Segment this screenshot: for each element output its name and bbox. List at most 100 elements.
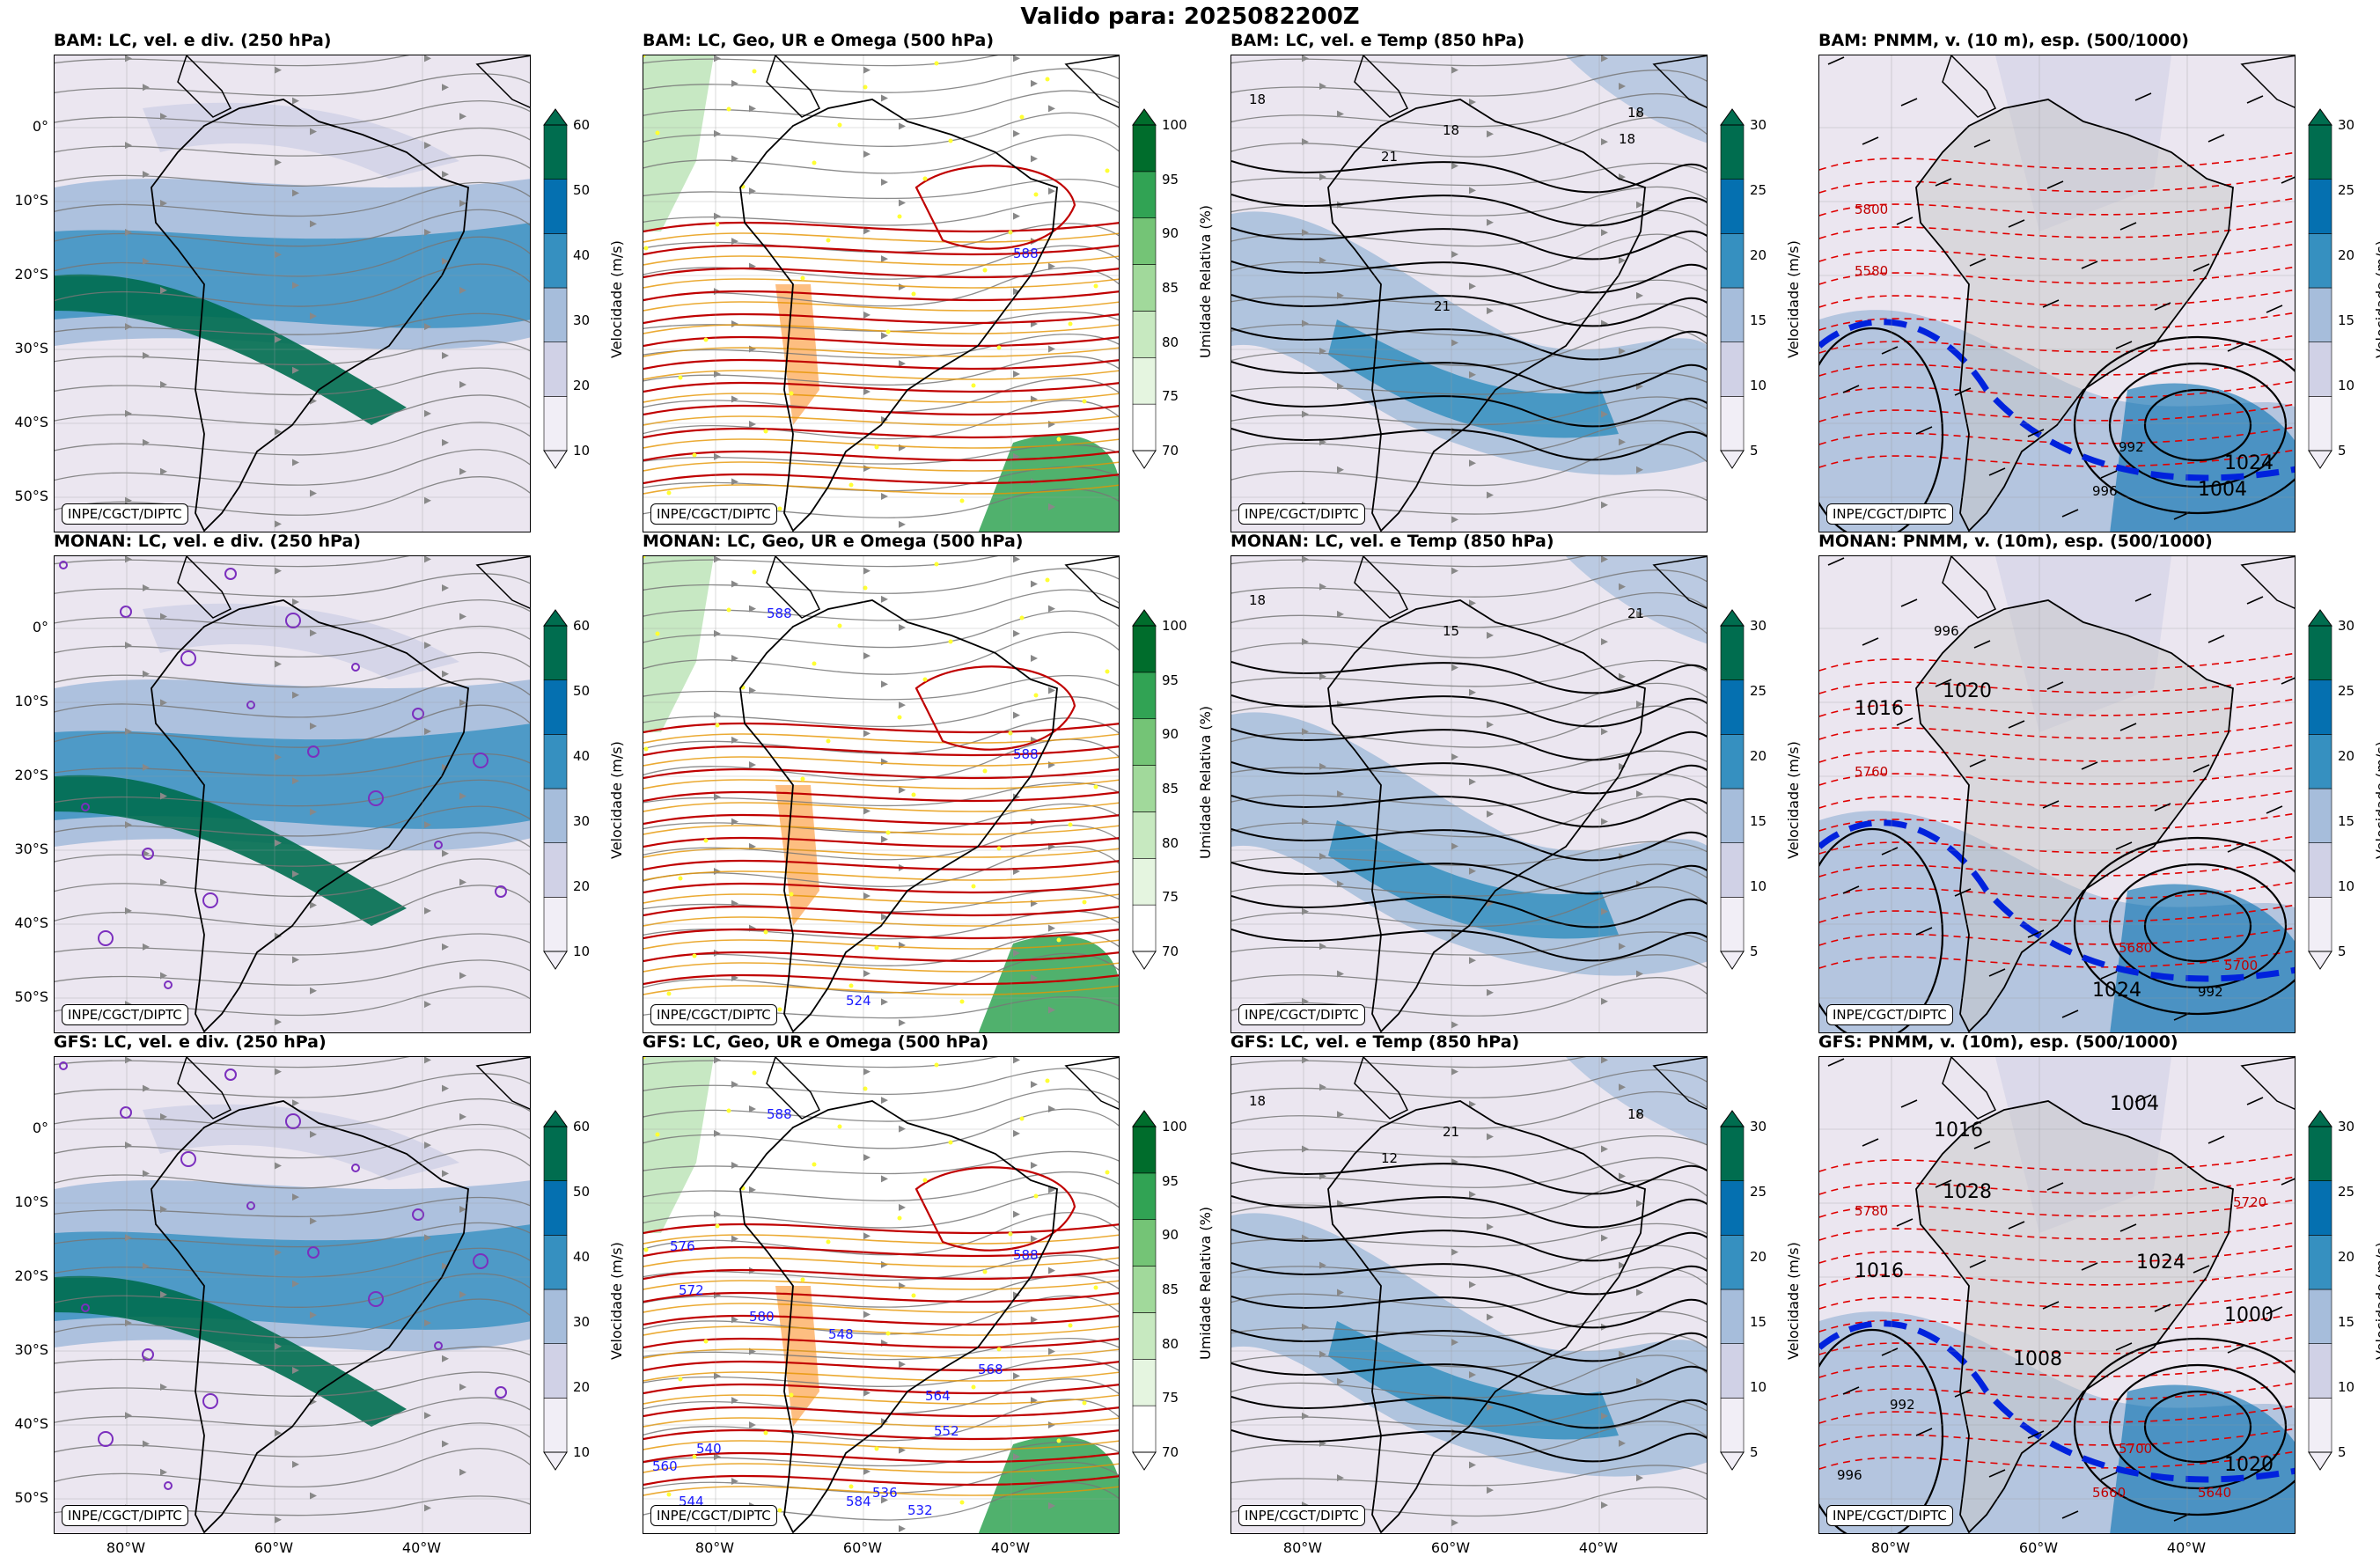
omega-point <box>666 1492 672 1497</box>
colorbar-tick-label: 15 <box>1750 1314 1767 1330</box>
omega-contour <box>643 1463 1119 1473</box>
divergence-contour <box>246 1201 255 1210</box>
geopotential-contour <box>643 1360 1119 1372</box>
streamline-arrow <box>1451 567 1458 575</box>
colorbar-tick-label: 50 <box>573 1184 591 1200</box>
colorbar-tick-label: 70 <box>1162 944 1179 959</box>
colorbar-segment <box>1132 356 1157 405</box>
omega-point <box>726 607 731 613</box>
wind-barb <box>2119 222 2137 231</box>
streamline-arrow <box>731 155 738 163</box>
streamline-arrow <box>160 467 167 475</box>
omega-point <box>1056 937 1061 943</box>
map-panel-bam-pnmm[interactable]: 5800 5580 1024 992 996 1004 INPE/CGCT/DIPTC <box>1818 55 2296 532</box>
panel-title: MONAN: LC, Geo, UR e Omega (500 hPa) <box>643 532 1024 551</box>
credit-badge: INPE/CGCT/DIPTC <box>650 1505 777 1526</box>
map-panel-gfs-pnmm[interactable]: 5780 1016 1020 5700 5660 5640 1028 1016 1024 1008… <box>1818 1056 2296 1534</box>
streamline <box>643 846 1119 887</box>
omega-point <box>812 661 817 666</box>
divergence-contour <box>246 701 255 709</box>
map-panel-monan-vel850[interactable]: 18 21 15 INPE/CGCT/DIPTC <box>1230 555 1708 1033</box>
wind-barb <box>2266 305 2283 313</box>
geopotential-contour <box>643 973 1119 986</box>
coastline-south-america <box>151 1100 469 1533</box>
geopotential-contour <box>643 427 1119 439</box>
streamline-arrow <box>1031 1316 1038 1324</box>
colorbar-tick-label: 30 <box>1750 618 1767 634</box>
colorbar-label: Velocidade (m/s) <box>2373 1242 2380 1360</box>
map-panel-monan-ur500[interactable]: 588 588 524 INPE/CGCT/DIPTC <box>643 555 1120 1033</box>
streamline-arrow <box>1013 452 1020 460</box>
omega-point <box>1068 321 1073 327</box>
map-panel-monan-vel250[interactable]: INPE/CGCT/DIPTC <box>54 555 531 1033</box>
omega-point <box>666 490 672 496</box>
colorbar-tick-label: 20 <box>573 1379 591 1395</box>
wind-barb <box>2119 1223 2137 1232</box>
streamline <box>643 717 1119 754</box>
omega-point <box>959 999 965 1004</box>
geopotential-contour <box>643 358 1119 371</box>
streamline <box>643 556 999 568</box>
lat-tick-label: 10°S <box>14 192 48 209</box>
divergence-contour <box>142 1348 154 1361</box>
contour-label: 18 <box>1443 122 1459 138</box>
streamline <box>1231 1311 1707 1338</box>
streamline-arrow <box>1319 82 1326 90</box>
contour-label: 18 <box>1627 1106 1644 1122</box>
colorbar-segment <box>1720 396 1745 452</box>
contour-label: 588 <box>767 606 792 621</box>
map-panel-monan-pnmm[interactable]: 1016 5760 5700 5680 1024 992 1020 996 INPE/CGCT/… <box>1818 555 2296 1033</box>
streamline-arrow <box>459 1468 466 1476</box>
streamline-arrow <box>310 1311 317 1319</box>
map-panel-gfs-vel250[interactable]: INPE/CGCT/DIPTC <box>54 1056 531 1534</box>
map-panel-gfs-ur500[interactable]: 588 588 584 576 572 580 568 548 540 564 552 536 532 5… <box>643 1056 1120 1534</box>
streamline-arrow <box>424 496 431 504</box>
map-panel-gfs-vel850[interactable]: 18 18 21 12 INPE/CGCT/DIPTC <box>1230 1056 1708 1534</box>
colorbar <box>1720 107 1745 474</box>
streamline-arrow <box>1619 1350 1626 1358</box>
colorbar <box>2308 608 2332 974</box>
omega-point <box>763 429 768 434</box>
colorbar-segment <box>1720 1289 1745 1344</box>
panel-title: GFS: LC, vel. e div. (250 hPa) <box>54 1032 327 1052</box>
colorbar-label: Umidade Relativa (%) <box>1197 705 1214 859</box>
colorbar <box>1720 1109 1745 1475</box>
contour-label: 18 <box>1249 92 1266 107</box>
contour-label: 18 <box>1249 592 1266 608</box>
streamline <box>55 181 530 217</box>
streamline <box>643 1088 1119 1122</box>
colorbar-segment <box>1720 734 1745 789</box>
map-panel-bam-vel850[interactable]: 18 18 18 21 21 18 INPE/CGCT/DIPTC <box>1230 55 1708 532</box>
streamline-arrow <box>275 1162 282 1170</box>
streamline <box>55 1057 410 1068</box>
omega-point <box>1105 168 1110 173</box>
geopotential-contour <box>643 473 1119 485</box>
omega-point <box>982 1269 988 1274</box>
colorbar-tick-label: 15 <box>2338 813 2355 829</box>
streamline-arrow <box>424 1234 431 1242</box>
coastline-central-america <box>1354 1057 1409 1120</box>
omega-point <box>655 631 660 636</box>
streamline-arrow <box>899 624 906 631</box>
contour-label: 1016 <box>1855 698 1904 720</box>
divergence-contour <box>224 568 237 580</box>
wind-barb <box>2027 1430 2045 1439</box>
colorbar-label: Velocidade (m/s) <box>608 1242 625 1360</box>
colorbar-tick-label: 20 <box>573 878 591 894</box>
map-panel-bam-ur500[interactable]: 588 INPE/CGCT/DIPTC <box>643 55 1120 532</box>
colorbar-tick-label: 30 <box>2338 618 2355 634</box>
colorbar-segment <box>1720 287 1745 342</box>
streamline-arrow <box>459 613 466 620</box>
streamline-arrow <box>1469 1371 1476 1379</box>
streamline-arrow <box>292 691 299 699</box>
omega-contour <box>643 779 1119 789</box>
map-panel-bam-vel250[interactable]: INPE/CGCT/DIPTC <box>54 55 531 532</box>
colorbar-segment <box>2308 842 2332 898</box>
colorbar-segment <box>543 897 568 952</box>
lat-tick-label: 0° <box>32 118 48 135</box>
contour-label: 1020 <box>2224 1454 2273 1476</box>
colorbar-tick-label: 25 <box>1750 182 1767 198</box>
streamline-arrow <box>881 1260 888 1268</box>
streamline-arrow <box>1337 110 1344 118</box>
streamline-arrow <box>1337 1377 1344 1385</box>
